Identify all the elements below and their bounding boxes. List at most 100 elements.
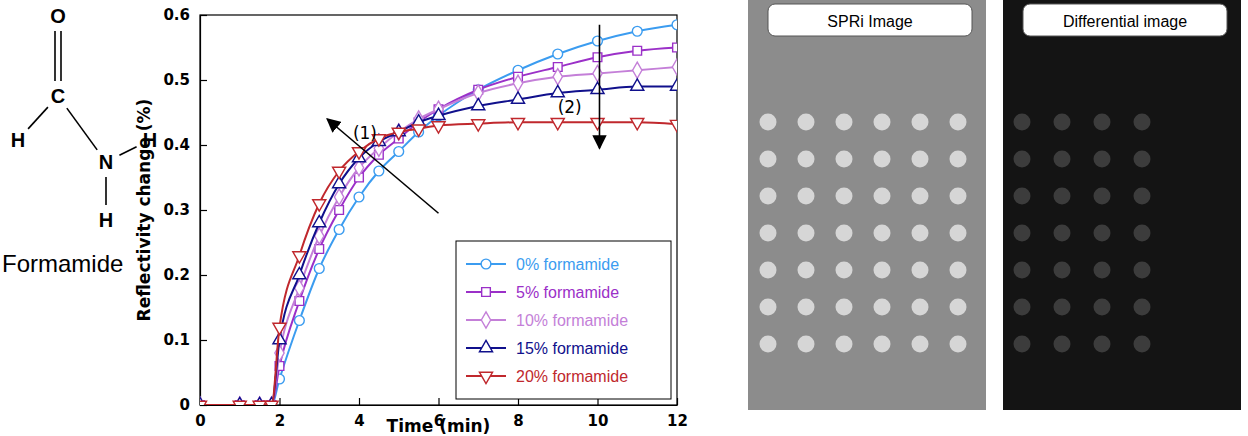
spot xyxy=(760,151,777,168)
series-marker xyxy=(553,69,562,85)
tick-mark xyxy=(200,275,207,276)
spot xyxy=(874,225,891,242)
series-marker xyxy=(432,108,445,119)
series-marker xyxy=(551,118,564,129)
bond xyxy=(60,31,62,81)
legend-marker xyxy=(481,312,490,328)
spot xyxy=(798,336,815,353)
spot xyxy=(1054,262,1071,279)
spot xyxy=(950,336,967,353)
tick-label: 2 xyxy=(275,412,285,430)
tick: 0.2 xyxy=(163,266,207,284)
spot xyxy=(912,262,929,279)
panel-background xyxy=(748,0,986,410)
spot xyxy=(836,151,853,168)
spot xyxy=(1054,336,1071,353)
series-marker xyxy=(511,92,524,103)
tick-label: 0.1 xyxy=(163,331,190,349)
spot xyxy=(950,262,967,279)
series-marker xyxy=(551,85,564,96)
spot xyxy=(1014,188,1031,205)
spot xyxy=(1054,225,1071,242)
spot xyxy=(760,299,777,316)
spot xyxy=(1134,225,1151,242)
spot xyxy=(874,299,891,316)
annotation-text: (1) xyxy=(353,123,377,143)
tick: 0.4 xyxy=(163,136,207,154)
atom-label: H xyxy=(99,209,113,231)
spot xyxy=(874,262,891,279)
spot xyxy=(1054,151,1071,168)
series-marker xyxy=(631,118,644,129)
annotation-arrow xyxy=(327,119,438,213)
y-axis: 0 0.1 0.2 0.3 0.4 0.5 0.6 xyxy=(163,6,207,414)
series-marker xyxy=(432,122,445,133)
series-marker xyxy=(253,401,266,405)
plot-frame xyxy=(200,15,677,405)
series-marker xyxy=(632,26,642,36)
spot xyxy=(950,225,967,242)
spot xyxy=(874,151,891,168)
series-marker xyxy=(313,200,326,211)
series-marker xyxy=(672,59,677,75)
legend-marker xyxy=(481,259,491,269)
spot xyxy=(1094,225,1111,242)
line-chart: 02468101200.10.20.30.40.50.6Time (min)Re… xyxy=(134,6,688,436)
series-marker xyxy=(394,147,404,157)
series-marker xyxy=(293,252,306,263)
series-marker xyxy=(511,118,524,129)
series-marker xyxy=(672,20,677,30)
legend-label: 0% formamide xyxy=(516,256,619,273)
tick-mark xyxy=(279,398,280,405)
spot xyxy=(912,151,929,168)
series-marker xyxy=(553,49,563,59)
series-marker xyxy=(593,36,603,46)
series-line xyxy=(200,122,677,405)
panel-title: Differential image xyxy=(1063,13,1187,30)
tick-label: 0.6 xyxy=(163,6,190,24)
tick-label: 0.5 xyxy=(163,71,190,89)
tick: 0.1 xyxy=(163,331,207,349)
spot xyxy=(1134,151,1151,168)
figure: OCHNHHFormamide02468101200.10.20.30.40.5… xyxy=(0,0,1248,436)
spot xyxy=(1014,299,1031,316)
spot xyxy=(1094,188,1111,205)
annotation-arrow xyxy=(599,25,601,149)
series-marker xyxy=(412,125,425,136)
tick-label: 0 xyxy=(195,412,205,430)
bond xyxy=(67,108,97,150)
series-marker xyxy=(472,98,485,109)
tick: 8 xyxy=(513,398,523,430)
legend-box xyxy=(456,241,671,399)
series-marker xyxy=(673,43,677,52)
spot xyxy=(912,299,929,316)
spot xyxy=(1094,299,1111,316)
spot xyxy=(1094,114,1111,131)
tick-label: 0.3 xyxy=(163,201,190,219)
series-line xyxy=(200,48,677,406)
y-axis-title: Reflectivity change (%) xyxy=(134,99,154,322)
series-marker xyxy=(335,206,344,215)
bond xyxy=(105,177,107,205)
tick: 0 xyxy=(180,396,207,414)
series-marker xyxy=(354,192,364,202)
series-marker xyxy=(273,323,286,334)
tick-label: 12 xyxy=(667,412,688,430)
atom-label: H xyxy=(11,129,25,151)
tick-label: 4 xyxy=(354,412,364,430)
tick: 0.3 xyxy=(163,201,207,219)
spot xyxy=(874,188,891,205)
spot xyxy=(912,336,929,353)
series-line xyxy=(200,87,677,406)
legend: 0% formamide5% formamide10% formamide15%… xyxy=(456,241,671,399)
series-marker xyxy=(633,62,642,78)
spot xyxy=(798,262,815,279)
spot xyxy=(1134,188,1151,205)
spot xyxy=(1094,262,1111,279)
spot xyxy=(1014,114,1031,131)
spot xyxy=(950,151,967,168)
spot xyxy=(912,114,929,131)
tick-mark xyxy=(200,340,207,341)
spot xyxy=(1134,114,1151,131)
series-marker xyxy=(333,167,346,178)
